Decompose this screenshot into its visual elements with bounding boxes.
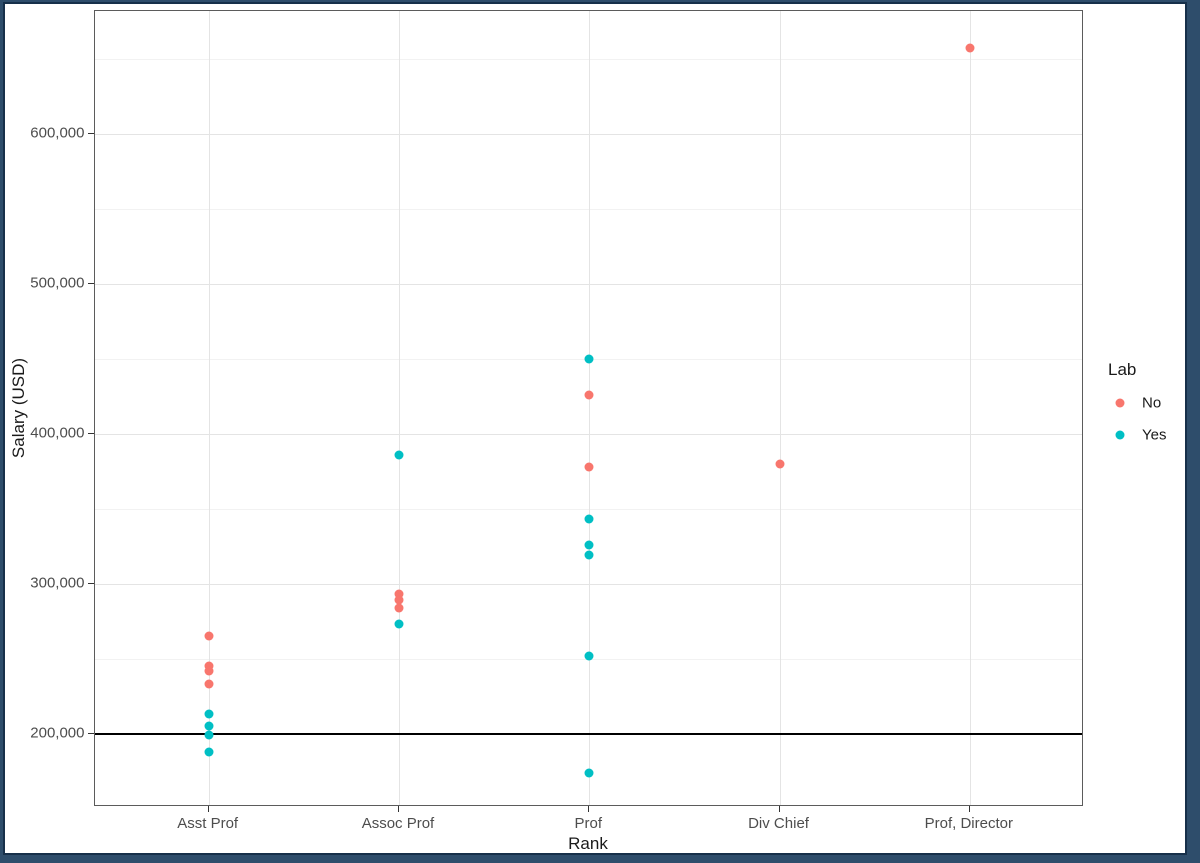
- y-axis-title: Salary (USD): [9, 357, 28, 459]
- gridline-major-horizontal: [94, 283, 1082, 285]
- reference-line: [94, 732, 1082, 735]
- x-axis-tick: [397, 806, 399, 812]
- gridline-major-horizontal: [94, 133, 1082, 135]
- x-tick-label: Assoc Prof: [361, 815, 435, 832]
- data-point: [584, 390, 594, 400]
- x-tick-label: Asst Prof: [177, 815, 239, 832]
- y-axis-tick: [87, 432, 94, 434]
- y-axis-tick: [87, 732, 94, 734]
- data-point: [584, 354, 594, 364]
- gridline-major-vertical: [589, 11, 591, 805]
- legend: Lab No Yes: [1102, 360, 1166, 444]
- data-point: [394, 619, 404, 629]
- data-point: [204, 730, 214, 740]
- gridline-major-vertical: [208, 11, 210, 805]
- x-axis-title: Rank: [568, 834, 608, 853]
- y-tick-label: 200,000: [30, 724, 85, 742]
- data-point: [584, 462, 594, 472]
- gridline-major-horizontal: [94, 583, 1082, 585]
- gridline-major-horizontal: [94, 433, 1082, 435]
- data-point: [584, 768, 594, 778]
- data-point: [394, 589, 404, 599]
- x-axis-tick: [778, 806, 780, 812]
- y-axis-tick: [87, 582, 94, 584]
- data-point: [394, 595, 404, 605]
- data-point: [775, 459, 785, 469]
- y-tick-label: 400,000: [30, 424, 85, 442]
- legend-item-yes: Yes: [1102, 426, 1166, 444]
- data-point: [204, 631, 214, 641]
- plot-panel: [93, 10, 1083, 806]
- data-point: [584, 514, 594, 524]
- y-tick-label: 500,000: [30, 274, 85, 292]
- gridline-major-vertical: [779, 11, 781, 805]
- data-point: [965, 43, 975, 53]
- x-axis-tick: [968, 806, 970, 812]
- y-tick-label: 300,000: [30, 574, 85, 592]
- x-axis-tick: [588, 806, 590, 812]
- x-axis-tick: [207, 806, 209, 812]
- y-axis-tick: [87, 282, 94, 284]
- legend-label-yes: Yes: [1142, 426, 1167, 444]
- data-point: [204, 709, 214, 719]
- x-tick-label: Prof, Director: [924, 815, 1013, 832]
- gridline-major-vertical: [969, 11, 971, 805]
- y-axis-tick: [87, 132, 94, 134]
- legend-title: Lab: [1108, 360, 1137, 379]
- data-point: [394, 450, 404, 460]
- legend-label-no: No: [1142, 394, 1162, 412]
- legend-dot-yes-icon: [1115, 430, 1125, 440]
- data-point: [204, 679, 214, 689]
- gridline-major-vertical: [398, 11, 400, 805]
- data-point: [204, 721, 214, 731]
- legend-item-no: No: [1102, 394, 1161, 412]
- data-point: [584, 540, 594, 550]
- x-tick-label: Div Chief: [748, 815, 809, 832]
- legend-dot-no-icon: [1115, 398, 1125, 408]
- data-point: [204, 747, 214, 757]
- data-point: [584, 651, 594, 661]
- gridline-minor-horizontal: [94, 208, 1082, 210]
- data-point: [394, 603, 404, 613]
- data-point: [204, 666, 214, 676]
- y-tick-label: 600,000: [30, 124, 85, 142]
- gridline-minor-horizontal: [94, 508, 1082, 510]
- gridline-minor-horizontal: [94, 58, 1082, 60]
- x-tick-label: Prof: [574, 815, 603, 832]
- data-point: [584, 550, 594, 560]
